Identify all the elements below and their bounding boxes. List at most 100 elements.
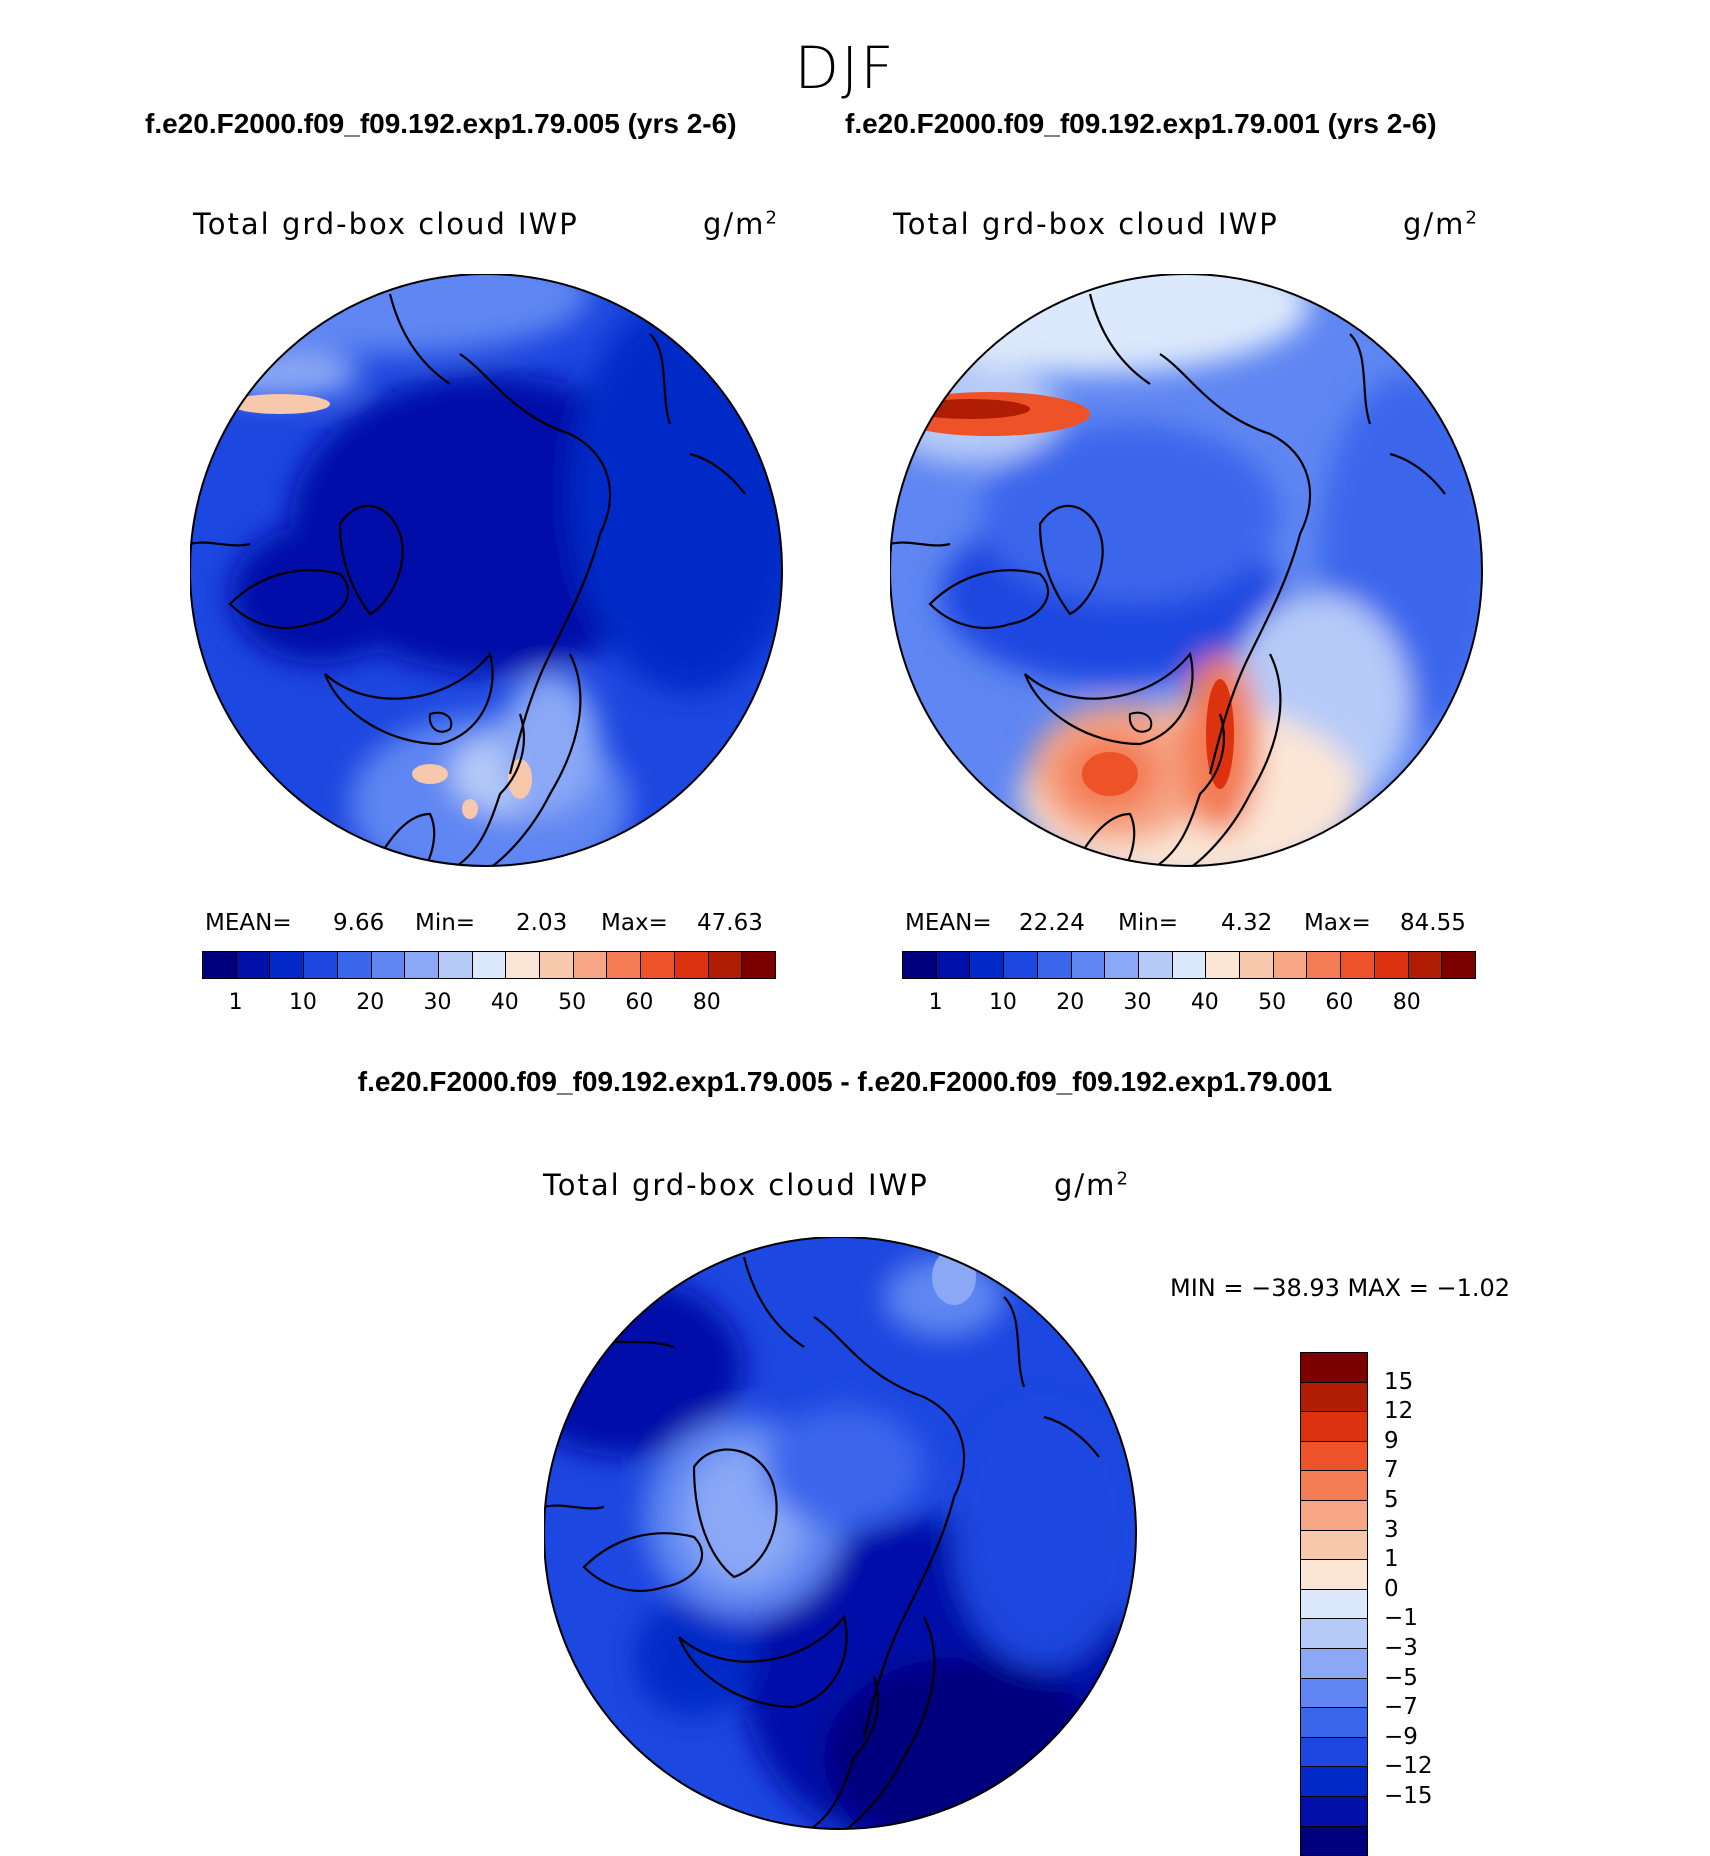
panel1-min-value: 2.03 [516, 910, 568, 936]
panel2-mean-value: 22.24 [1019, 910, 1085, 936]
colorbar-tick-label: 40 [1190, 990, 1219, 1015]
colorbar-tick-label: 80 [692, 990, 721, 1015]
colorbar-box [270, 952, 305, 978]
panel1-variable-title: Total grd-box cloud IWP [193, 207, 579, 241]
colorbar-box [1301, 1530, 1367, 1561]
panel2-units: g/m2 [1403, 207, 1479, 241]
colorbar-box [371, 952, 406, 978]
colorbar-box [1004, 952, 1038, 978]
panel1-max-value: 47.63 [697, 910, 763, 936]
colorbar-box [472, 952, 507, 978]
colorbar-box [1301, 1382, 1367, 1413]
colorbar-box [540, 952, 574, 978]
colorbar-box [1301, 1500, 1367, 1531]
colorbar-box [1301, 1441, 1367, 1472]
colorbar-box [1442, 952, 1475, 978]
panel2-min-value: 4.32 [1221, 910, 1273, 936]
colorbar-tick-label: −3 [1384, 1635, 1418, 1661]
colorbar-tick-label: 80 [1392, 990, 1421, 1015]
colorbar-box [1341, 952, 1375, 978]
colorbar-box [1301, 1678, 1367, 1709]
panel1-mean-value: 9.66 [333, 910, 385, 936]
colorbar-box [742, 952, 775, 978]
colorbar-tick-label: 7 [1384, 1457, 1399, 1484]
colorbar-tick-label: 20 [1056, 990, 1085, 1015]
colorbar-box [641, 952, 675, 978]
panel1-min-label: Min= [415, 910, 476, 936]
colorbar-tick-label: 30 [1123, 990, 1152, 1015]
colorbar-box [1138, 952, 1173, 978]
colorbar-tick-label: 3 [1384, 1516, 1399, 1543]
difference-header: f.e20.F2000.f09_f09.192.exp1.79.005 - f.… [357, 1066, 1333, 1097]
panel1-colorbar [202, 951, 776, 979]
colorbar-tick-label: −1 [1384, 1605, 1418, 1632]
colorbar-box [1301, 1353, 1367, 1383]
colorbar-box [1172, 952, 1207, 978]
colorbar-tick-label: −5 [1384, 1664, 1418, 1691]
colorbar-box [1301, 1767, 1367, 1797]
panel2-colorbar-labels: 1 10 20 30 40 50 60 80 [902, 990, 1474, 1020]
colorbar-tick-label: 1 [1384, 1546, 1399, 1573]
colorbar-box [1307, 952, 1342, 978]
colorbar-tick-label: 10 [288, 990, 317, 1015]
colorbar-box [304, 952, 338, 978]
colorbar-box [903, 952, 937, 978]
colorbar-box [1273, 952, 1308, 978]
diff-minmax: MIN = −38.93 MAX = −1.02 [1170, 1274, 1511, 1302]
colorbar-box [1374, 952, 1409, 978]
colorbar-tick-label: 20 [356, 990, 385, 1015]
colorbar-box [674, 952, 709, 978]
colorbar-tick-label: 50 [558, 990, 587, 1015]
panel2-polar-map [890, 274, 1483, 867]
colorbar-box [1071, 952, 1106, 978]
colorbar-box [573, 952, 608, 978]
diff-variable-title: Total grd-box cloud IWP [543, 1168, 929, 1202]
colorbar-tick-label: 40 [490, 990, 519, 1015]
colorbar-box [1301, 1826, 1367, 1856]
colorbar-box [1408, 952, 1443, 978]
panel1-mean-label: MEAN= [205, 910, 292, 936]
panel2-min-label: Min= [1118, 910, 1179, 936]
colorbar-tick-label: 10 [988, 990, 1017, 1015]
colorbar-box [1037, 952, 1072, 978]
colorbar-tick-label: −7 [1384, 1694, 1418, 1721]
colorbar-tick-label: −9 [1384, 1723, 1418, 1750]
panel2-colorbar [902, 951, 1476, 979]
colorbar-tick-label: 30 [423, 990, 452, 1015]
case2-header: f.e20.F2000.f09_f09.192.exp1.79.001 (yrs… [845, 108, 1437, 139]
colorbar-box [607, 952, 642, 978]
colorbar-tick-label: 15 [1384, 1368, 1414, 1395]
colorbar-tick-label: 60 [1325, 990, 1354, 1015]
colorbar-box [337, 952, 372, 978]
colorbar-tick-label: 5 [1384, 1487, 1399, 1513]
panel2-max-label: Max= [1304, 910, 1371, 936]
colorbar-tick-label: 12 [1384, 1398, 1414, 1425]
diff-colorbar-labels: 15 12 9 7 5 3 1 0 −1 −3 −5 −7 −9 −12 −15 [1384, 1352, 1484, 1842]
diff-colorbar [1300, 1352, 1368, 1856]
colorbar-tick-label: 60 [625, 990, 654, 1015]
colorbar-box [203, 952, 237, 978]
panel1-units: g/m2 [703, 207, 779, 241]
colorbar-box [1301, 1412, 1367, 1442]
colorbar-box [1301, 1648, 1367, 1679]
panel2-max-value: 84.55 [1400, 910, 1466, 936]
colorbar-box [970, 952, 1005, 978]
colorbar-box [1301, 1708, 1367, 1738]
colorbar-tick-label: 1 [928, 990, 943, 1015]
colorbar-box [438, 952, 473, 978]
colorbar-tick-label: 0 [1384, 1575, 1399, 1602]
colorbar-box [1240, 952, 1274, 978]
case1-header: f.e20.F2000.f09_f09.192.exp1.79.005 (yrs… [145, 108, 737, 139]
panel2-variable-title: Total grd-box cloud IWP [893, 207, 1279, 241]
colorbar-box [936, 952, 971, 978]
colorbar-box [1301, 1619, 1367, 1649]
colorbar-tick-label: 50 [1258, 990, 1287, 1015]
colorbar-box [1301, 1589, 1367, 1620]
colorbar-box [1206, 952, 1241, 978]
colorbar-box [1301, 1471, 1367, 1501]
difference-polar-map [544, 1237, 1137, 1830]
colorbar-box [1301, 1796, 1367, 1827]
panel2-mean-label: MEAN= [905, 910, 992, 936]
colorbar-box [1301, 1737, 1367, 1768]
colorbar-box [236, 952, 271, 978]
